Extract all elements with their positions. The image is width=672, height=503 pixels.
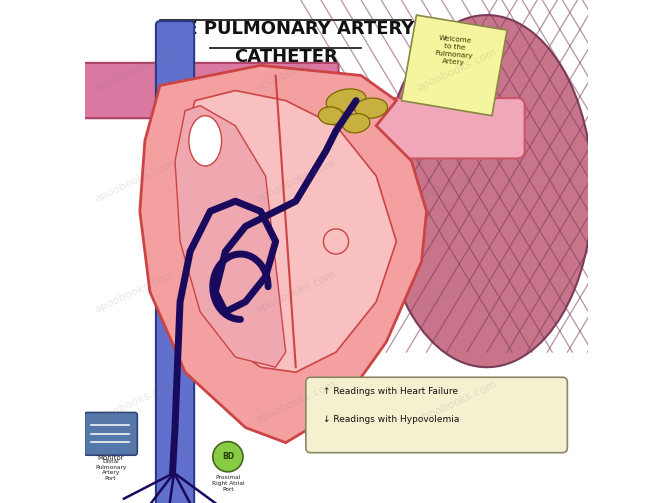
FancyBboxPatch shape [167, 98, 525, 158]
Text: apoobooks.com: apoobooks.com [254, 47, 337, 94]
Text: THE PULMONARY ARTERY: THE PULMONARY ARTERY [157, 20, 414, 38]
Text: Monitor: Monitor [97, 455, 124, 461]
Text: Proximal
Right Atrial
Port: Proximal Right Atrial Port [212, 475, 244, 492]
Polygon shape [175, 106, 286, 367]
Text: apoobooks.com: apoobooks.com [415, 47, 499, 94]
Text: apoobooks.com: apoobooks.com [254, 158, 337, 204]
Text: apoobooks.com: apoobooks.com [93, 47, 177, 94]
FancyBboxPatch shape [306, 377, 567, 453]
Circle shape [323, 229, 349, 254]
Text: CATHETER: CATHETER [234, 48, 337, 66]
Text: apoobooks.com: apoobooks.com [254, 269, 337, 315]
Polygon shape [140, 65, 427, 443]
Text: apoobooks.com: apoobooks.com [415, 379, 499, 426]
Text: apoobooks.com: apoobooks.com [93, 158, 177, 204]
Text: ↑ Readings with Heart Failure: ↑ Readings with Heart Failure [323, 387, 458, 396]
Ellipse shape [355, 98, 388, 118]
Text: ↓ Readings with Hypovolemia: ↓ Readings with Hypovolemia [323, 415, 460, 424]
Ellipse shape [381, 15, 593, 367]
Ellipse shape [326, 89, 366, 112]
Text: Distal
Pulmonary
Artery
Port: Distal Pulmonary Artery Port [95, 459, 126, 481]
Text: apoobooks.com: apoobooks.com [93, 379, 177, 426]
Circle shape [213, 442, 243, 472]
Ellipse shape [319, 107, 343, 125]
Polygon shape [401, 15, 507, 116]
FancyBboxPatch shape [85, 412, 137, 455]
Text: Welcome
to the
Pulmonary
Artery: Welcome to the Pulmonary Artery [434, 35, 474, 67]
FancyBboxPatch shape [156, 21, 194, 503]
Text: apoobooks.com: apoobooks.com [415, 158, 499, 204]
Text: apoobooks.com: apoobooks.com [93, 269, 177, 315]
Text: BD: BD [222, 452, 234, 461]
Ellipse shape [189, 116, 222, 166]
Ellipse shape [342, 114, 370, 133]
Text: apoobooks.com: apoobooks.com [415, 269, 499, 315]
Polygon shape [180, 91, 396, 372]
FancyBboxPatch shape [82, 63, 339, 118]
Text: apoobooks.com: apoobooks.com [254, 379, 337, 426]
